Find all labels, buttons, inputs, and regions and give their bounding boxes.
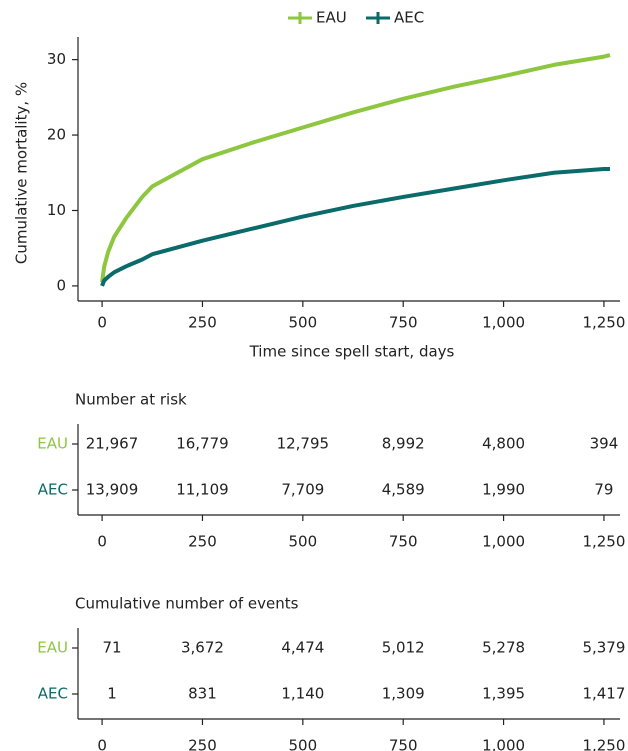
table-cell: 8,992 <box>382 435 425 453</box>
x-tick-label: 750 <box>389 533 418 551</box>
legend-label: EAU <box>316 9 347 27</box>
table-cell: 5,278 <box>482 639 525 657</box>
x-tick-label: 1,250 <box>582 737 625 751</box>
table-cell: 4,800 <box>482 435 525 453</box>
table-title: Cumulative number of events <box>75 595 299 613</box>
row-label: EAU <box>37 639 68 657</box>
table-cell: 1,140 <box>281 685 324 703</box>
table-cell: 16,779 <box>176 435 229 453</box>
y-tick-label: 30 <box>47 50 66 68</box>
x-tick-label: 1,250 <box>582 533 625 551</box>
table-cell: 394 <box>590 435 619 453</box>
table-cell: 1 <box>107 685 117 703</box>
x-tick-label: 0 <box>97 737 107 751</box>
table-cell: 1,990 <box>482 481 525 499</box>
table-cell: 831 <box>188 685 217 703</box>
row-label: AEC <box>38 481 68 499</box>
x-tick-label: 1,250 <box>582 314 625 332</box>
table-cell: 21,967 <box>86 435 139 453</box>
line-series <box>100 167 610 287</box>
table-cell: 4,589 <box>382 481 425 499</box>
table-cell: 5,379 <box>582 639 625 657</box>
x-tick-label: 500 <box>289 533 318 551</box>
line-series <box>100 53 611 283</box>
y-tick-label: 0 <box>56 276 66 294</box>
table-cell: 71 <box>102 639 121 657</box>
x-tick-label: 250 <box>188 314 217 332</box>
y-axis-title: Cumulative mortality, % <box>13 82 31 264</box>
table-title: Number at risk <box>75 391 187 409</box>
table-cell: 3,672 <box>181 639 224 657</box>
table-cell: 1,417 <box>582 685 625 703</box>
legend-label: AEC <box>394 9 424 27</box>
x-tick-label: 0 <box>97 533 107 551</box>
table-cell: 7,709 <box>281 481 324 499</box>
x-tick-label: 750 <box>389 737 418 751</box>
table-cell: 79 <box>594 481 613 499</box>
table-cell: 13,909 <box>86 481 139 499</box>
y-tick-label: 10 <box>47 201 66 219</box>
table-cell: 12,795 <box>277 435 330 453</box>
x-tick-label: 1,000 <box>482 314 525 332</box>
x-tick-label: 1,000 <box>482 737 525 751</box>
x-tick-label: 250 <box>188 737 217 751</box>
x-tick-label: 500 <box>289 737 318 751</box>
table-cell: 5,012 <box>382 639 425 657</box>
table-cell: 1,309 <box>382 685 425 703</box>
table-cell: 11,109 <box>176 481 229 499</box>
x-tick-label: 250 <box>188 533 217 551</box>
x-tick-label: 750 <box>389 314 418 332</box>
y-tick-label: 20 <box>47 126 66 144</box>
row-label: EAU <box>37 435 68 453</box>
x-tick-label: 1,000 <box>482 533 525 551</box>
row-label: AEC <box>38 685 68 703</box>
table-cell: 4,474 <box>281 639 324 657</box>
x-tick-label: 500 <box>289 314 318 332</box>
table-cell: 1,395 <box>482 685 525 703</box>
x-tick-label: 0 <box>97 314 107 332</box>
x-axis-title: Time since spell start, days <box>249 343 455 361</box>
